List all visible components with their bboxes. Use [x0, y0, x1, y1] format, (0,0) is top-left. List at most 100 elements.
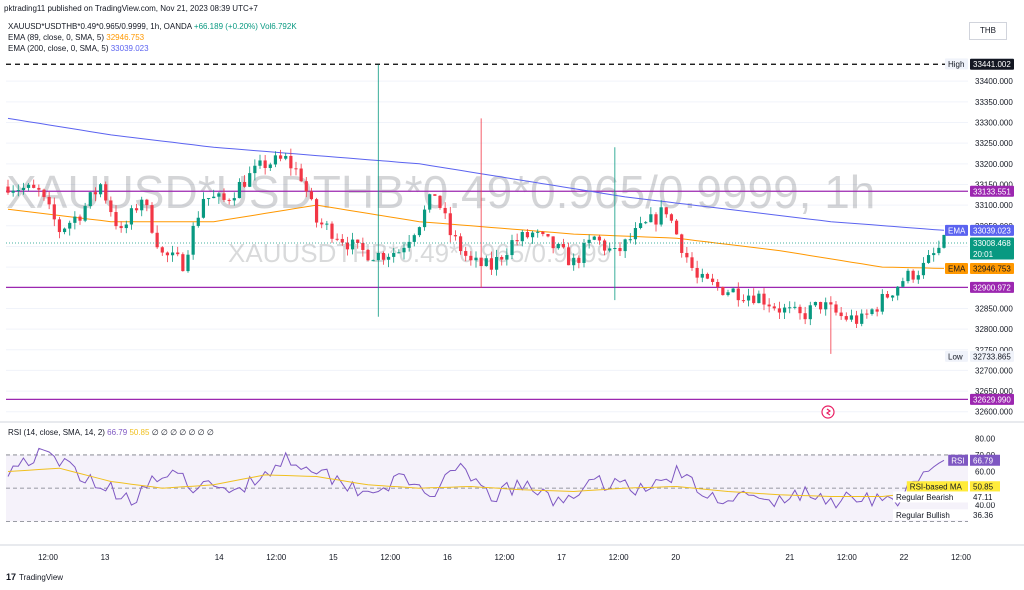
price-badge-bg — [970, 58, 1014, 70]
candle — [865, 309, 869, 319]
candle — [937, 240, 941, 256]
price-badge-label-bg — [945, 350, 968, 362]
rsi-axis[interactable]: 80.0070.0060.0050.0040.0066.79RSI50.85RS… — [893, 434, 1000, 521]
candle-body — [608, 248, 612, 251]
candle-body — [844, 316, 848, 320]
candle — [170, 245, 175, 262]
candle-body — [381, 252, 386, 260]
candle-body — [47, 196, 51, 205]
rsi-tick-label: 40.00 — [975, 501, 996, 510]
price-badge: 33039.023 EMA — [945, 224, 1014, 236]
ema200-legend[interactable]: EMA (200, close, 0, SMA, 5) 33039.023 — [8, 43, 297, 54]
candle — [901, 277, 905, 288]
time-tick-label: 13 — [101, 553, 110, 562]
candle-body — [78, 216, 82, 221]
rsi-badge-value: 66.79 — [973, 456, 994, 465]
price-tick-label: 33150.000 — [975, 180, 1013, 189]
candle — [464, 246, 468, 262]
candle — [875, 306, 879, 317]
time-axis[interactable]: 12:00 13 14 12:00 15 12:00 16 12:00 17 12:00 20 21 1… — [0, 544, 1024, 562]
candle — [16, 184, 20, 197]
candle-body — [258, 160, 262, 166]
candle — [314, 197, 319, 228]
candle — [932, 247, 936, 262]
candle — [500, 255, 504, 266]
candle-body — [289, 155, 293, 169]
candle — [150, 202, 154, 234]
candle-body — [340, 238, 344, 243]
candle-body — [685, 252, 689, 258]
candle-body — [829, 302, 833, 305]
candle-body — [469, 255, 473, 261]
time-tick-label: 12:00 — [951, 553, 972, 562]
candle-body — [417, 227, 422, 236]
rsi-ma-line — [7, 467, 945, 497]
candle — [870, 308, 874, 316]
candle-body — [314, 199, 319, 223]
candle — [834, 301, 838, 316]
alert-icon[interactable] — [821, 405, 835, 419]
price-badge-label: High — [948, 60, 964, 69]
candle — [695, 260, 699, 284]
price-badge-label: Low — [948, 352, 963, 361]
candle-body — [885, 293, 890, 298]
candle — [587, 234, 591, 249]
candle-body — [448, 213, 452, 236]
candle — [114, 205, 118, 230]
ema89-legend[interactable]: EMA (89, close, 0, SMA, 5) 32946.753 — [8, 32, 297, 43]
candle — [546, 234, 550, 238]
candle — [392, 247, 396, 263]
candle — [299, 163, 303, 183]
candle — [227, 198, 231, 205]
candle-body — [916, 275, 920, 280]
symbol-label[interactable]: XAUUSD*USDTHB*0.49*0.965/0.9999, 1h, OAN… — [8, 22, 192, 31]
candle-body — [865, 313, 869, 315]
price-tick-label: 33350.000 — [975, 98, 1013, 107]
candle — [340, 234, 344, 246]
currency-selector[interactable]: THB — [969, 22, 1007, 40]
candle-body — [73, 216, 77, 223]
candle-body — [248, 173, 252, 187]
ema89-label: EMA (89, close, 0, SMA, 5) — [8, 33, 105, 42]
price-badge-bg — [970, 350, 1014, 362]
candle-body — [860, 313, 864, 324]
candle — [777, 301, 782, 319]
candle-body — [926, 255, 931, 263]
price-tick-label: 33250.000 — [975, 139, 1013, 148]
candle — [93, 187, 98, 202]
rsi-badge-label-bg — [893, 491, 968, 503]
time-tick-label: 15 — [329, 553, 338, 562]
candle — [849, 309, 854, 322]
price-badge-value: 33133.551 — [973, 187, 1011, 196]
price-tick-label: 32700.000 — [975, 366, 1013, 375]
candle — [448, 206, 452, 243]
candle-body — [777, 308, 782, 313]
rsi-legend[interactable]: RSI (14, close, SMA, 14, 2) 66.79 50.85 … — [8, 428, 214, 437]
candle — [273, 151, 278, 168]
candle — [309, 187, 314, 201]
candle — [325, 220, 329, 230]
candle — [57, 216, 62, 239]
candle — [253, 159, 257, 181]
candle-body — [788, 307, 792, 309]
candle — [721, 286, 725, 296]
candle — [217, 191, 221, 204]
candle — [788, 301, 792, 314]
candle — [129, 205, 134, 230]
candle — [361, 237, 365, 257]
candle-body — [901, 281, 905, 287]
candle-body — [494, 256, 499, 270]
candle-body — [52, 204, 56, 220]
candle — [284, 152, 288, 161]
price-axis[interactable]: 33400.000 33350.000 33300.000 33250.000 3320… — [945, 58, 1014, 417]
candle-body — [500, 256, 504, 260]
candle — [942, 234, 946, 249]
candle — [654, 212, 658, 232]
candle-body — [119, 226, 123, 229]
candle-body — [530, 232, 535, 238]
footer-brand[interactable]: 17 TradingView — [6, 572, 63, 582]
candle-body — [253, 165, 257, 174]
ema200-label: EMA (200, close, 0, SMA, 5) — [8, 44, 109, 53]
candle-body — [942, 234, 946, 248]
